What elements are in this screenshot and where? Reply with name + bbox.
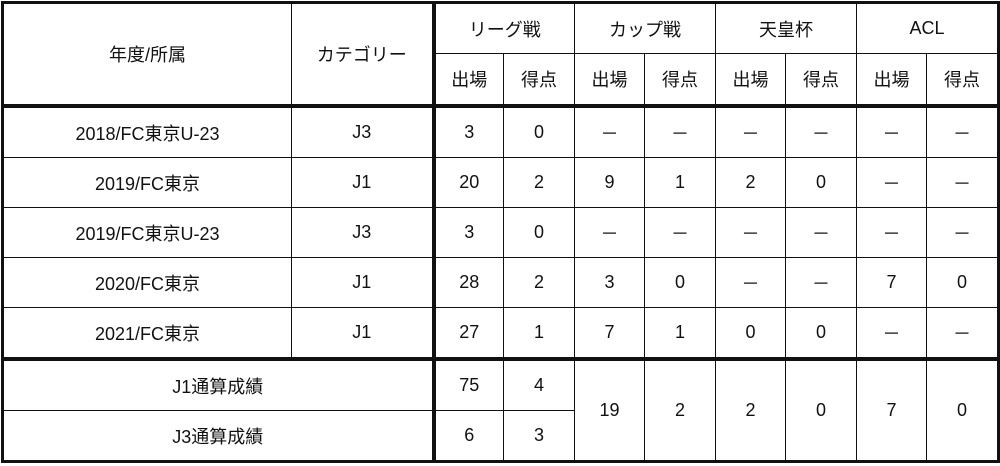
header-league: リーグ戦: [431, 2, 575, 54]
season-cell: 2019/FC東京U-23: [2, 207, 292, 258]
header-goals: 得点: [925, 53, 1000, 108]
total-row-j3: J3通算成績 6 3: [2, 410, 999, 462]
total-acl-apps: 7: [856, 357, 927, 462]
stat-cell: 3: [574, 257, 645, 308]
table-row: 2020/FC東京 J1 28 2 3 0 －－ 7 0: [2, 257, 1000, 308]
header-apps: 出場: [856, 53, 927, 108]
stat-cell: －: [925, 207, 1000, 258]
stat-cell: 9: [574, 157, 645, 208]
category-cell: J3: [291, 207, 434, 258]
stat-cell: －: [715, 105, 786, 158]
season-cell: 2020/FC東京: [2, 257, 292, 308]
stat-cell: 0: [715, 307, 786, 360]
stat-cell: 7: [856, 257, 927, 308]
total-emperors-goals: 0: [785, 357, 857, 462]
header-apps: 出場: [574, 53, 645, 108]
stat-cell: 1: [503, 307, 575, 360]
stat-cell: －: [785, 105, 857, 158]
total-cup-apps: 19: [574, 357, 645, 462]
header-row-1: 年度/所属 カテゴリー リーグ戦 カップ戦 天皇杯 ACL: [2, 2, 1000, 108]
total-row-j1: J1通算成績 75 4 19 2 2 0 7 0: [2, 357, 1000, 462]
stat-cell: －: [856, 105, 927, 158]
stat-cell: －: [856, 157, 927, 208]
season-cell: 2018/FC東京U-23: [2, 105, 292, 158]
stat-cell: －: [715, 207, 786, 258]
total-emperors-apps: 2: [715, 357, 786, 462]
header-category: カテゴリー: [291, 2, 434, 108]
header-year-affiliation: 年度/所属: [2, 2, 292, 108]
stat-cell: －: [925, 157, 1000, 208]
stat-cell: 20: [431, 157, 504, 208]
header-cup: カップ戦: [574, 2, 716, 54]
header-goals: 得点: [785, 53, 857, 108]
stat-cell: 2: [715, 157, 786, 208]
stat-cell: －: [574, 105, 645, 158]
header-goals: 得点: [503, 53, 575, 108]
stat-cell: 7: [574, 307, 645, 360]
stat-cell: －: [574, 207, 645, 258]
stat-cell: 0: [785, 157, 857, 208]
stat-cell: －: [644, 207, 716, 258]
total-acl-goals: 0: [925, 357, 1000, 462]
j1-league-apps: 75: [431, 357, 504, 411]
stat-cell: 0: [644, 257, 716, 308]
header-apps: 出場: [715, 53, 786, 108]
stat-cell: 2: [503, 257, 575, 308]
stat-cell: －: [785, 207, 857, 258]
stat-cell: 0: [503, 207, 575, 258]
stat-cell: 1: [644, 157, 716, 208]
stat-cell: －: [856, 307, 927, 360]
j1-league-goals: 4: [503, 357, 575, 411]
stat-cell: －: [644, 105, 716, 158]
table-row: 2021/FC東京 J1 27 1 7 1 0 0 －－: [2, 307, 1000, 360]
stat-cell: 0: [925, 257, 1000, 308]
stat-cell: －: [925, 105, 1000, 158]
j3-league-apps: 6: [431, 410, 504, 462]
stat-cell: 3: [431, 105, 504, 158]
stat-cell: 0: [785, 307, 857, 360]
category-cell: J3: [291, 105, 434, 158]
stat-cell: 0: [503, 105, 575, 158]
stat-cell: 27: [431, 307, 504, 360]
category-cell: J1: [291, 307, 434, 360]
stat-cell: －: [785, 257, 857, 308]
stat-cell: －: [715, 257, 786, 308]
category-cell: J1: [291, 157, 434, 208]
stat-cell: －: [925, 307, 1000, 360]
header-goals: 得点: [644, 53, 716, 108]
season-cell: 2019/FC東京: [2, 157, 292, 208]
stat-cell: 28: [431, 257, 504, 308]
stat-cell: 1: [644, 307, 716, 360]
table-row: 2019/FC東京 J1 20 2 9 1 2 0 －－: [2, 157, 1000, 208]
table-row: 2018/FC東京U-23 J3 3 0 －－－－－－: [2, 105, 1000, 158]
season-cell: 2021/FC東京: [2, 307, 292, 360]
header-apps: 出場: [431, 53, 504, 108]
header-row-2: 出場 得点 出場 得点 出場 得点 出場 得点: [3, 53, 1000, 108]
table-row: 2019/FC東京U-23 J3 3 0 －－－－－－: [2, 207, 1000, 258]
j1-total-label: J1通算成績: [2, 357, 434, 411]
j3-league-goals: 3: [503, 410, 575, 462]
stat-cell: 3: [431, 207, 504, 258]
stat-cell: 2: [503, 157, 575, 208]
header-acl: ACL: [855, 2, 1000, 54]
stat-cell: －: [856, 207, 927, 258]
j3-total-label: J3通算成績: [2, 410, 434, 462]
header-emperors-cup: 天皇杯: [715, 2, 857, 54]
category-cell: J1: [291, 257, 434, 308]
total-cup-goals: 2: [644, 357, 716, 462]
